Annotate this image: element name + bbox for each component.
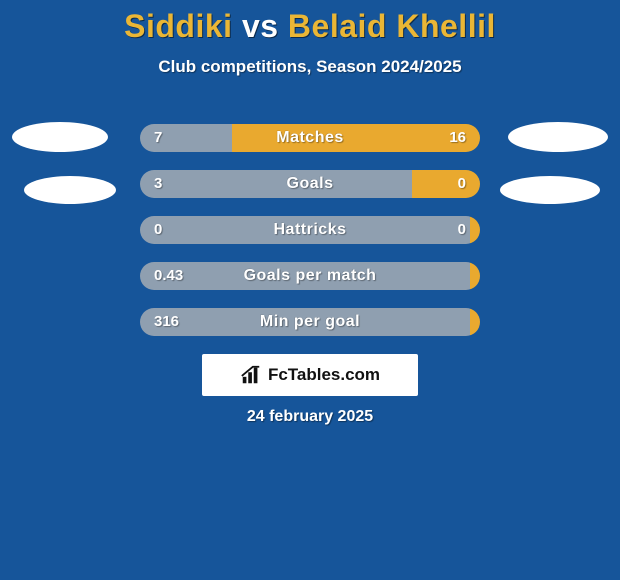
page-title: Siddiki vs Belaid Khellil [0,0,620,45]
title-vs: vs [242,8,279,44]
bar-label: Min per goal [140,308,480,336]
subtitle: Club competitions, Season 2024/2025 [0,57,620,77]
bar-value-left: 316 [154,308,179,336]
bar-value-left: 0 [154,216,162,244]
bar-chart-icon [240,364,262,386]
bar-rows: Matches716Goals30Hattricks00Goals per ma… [140,124,480,336]
bar-value-right: 16 [449,124,466,152]
bar-value-left: 3 [154,170,162,198]
bar-row: Matches7 16 [140,124,480,152]
bar-value-left: 0.43 [154,262,183,290]
right-logo-placeholder [508,122,608,152]
bar-value-left: 7 [154,124,162,152]
bar-label: Hattricks [140,216,480,244]
bar-label: Goals [140,170,480,198]
left-logo-placeholder [24,176,116,204]
right-logo-placeholder [500,176,600,204]
bar-label: Goals per match [140,262,480,290]
bar-row: Goals3 0 [140,170,480,198]
brand-box[interactable]: FcTables.com [202,354,418,396]
brand-text: FcTables.com [268,365,380,385]
date-footer: 24 february 2025 [0,408,620,426]
bar-label: Matches [140,124,480,152]
stats-card: Siddiki vs Belaid Khellil Club competiti… [0,0,620,580]
bar-row: Goals per match0.43 [140,262,480,290]
bar-row: Min per goal316 [140,308,480,336]
bar-value-right: 0 [458,216,466,244]
title-player2: Belaid Khellil [288,8,496,44]
left-logo-placeholder [12,122,108,152]
bar-value-right: 0 [458,170,466,198]
bar-row: Hattricks0 0 [140,216,480,244]
title-player1: Siddiki [124,8,232,44]
